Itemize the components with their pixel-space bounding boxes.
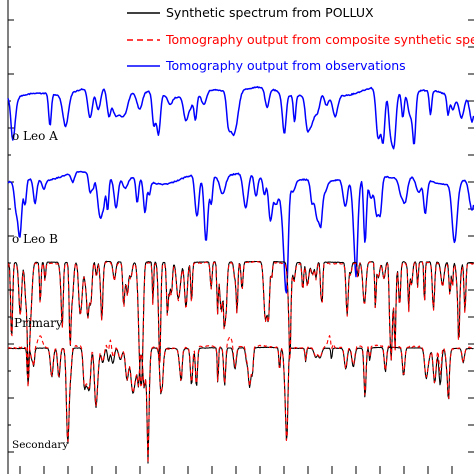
- panel-label-primary: Primary: [14, 316, 63, 330]
- legend-label-observations: Tomography output from observations: [165, 58, 406, 73]
- series-pollux-secondary: [7, 346, 474, 464]
- series-composite-primary: [7, 260, 474, 388]
- legend-label-composite: Tomography output from composite synthet…: [165, 32, 474, 47]
- panel-label-oleo-b: o Leo B: [12, 232, 58, 246]
- legend: Synthetic spectrum from POLLUX Tomograph…: [127, 5, 474, 73]
- panel-label-oleo-a: o Leo A: [12, 129, 58, 143]
- panel-label-secondary: Secondary: [12, 439, 68, 451]
- series-observations-oleo-b: [7, 170, 474, 294]
- legend-label-pollux: Synthetic spectrum from POLLUX: [166, 5, 374, 20]
- plot-frame: [7, 0, 9, 474]
- spectrum-lines: [7, 85, 474, 464]
- axis-ticks: [8, 19, 474, 474]
- series-composite-secondary: [7, 335, 474, 464]
- series-observations-oleo-a: [7, 85, 474, 150]
